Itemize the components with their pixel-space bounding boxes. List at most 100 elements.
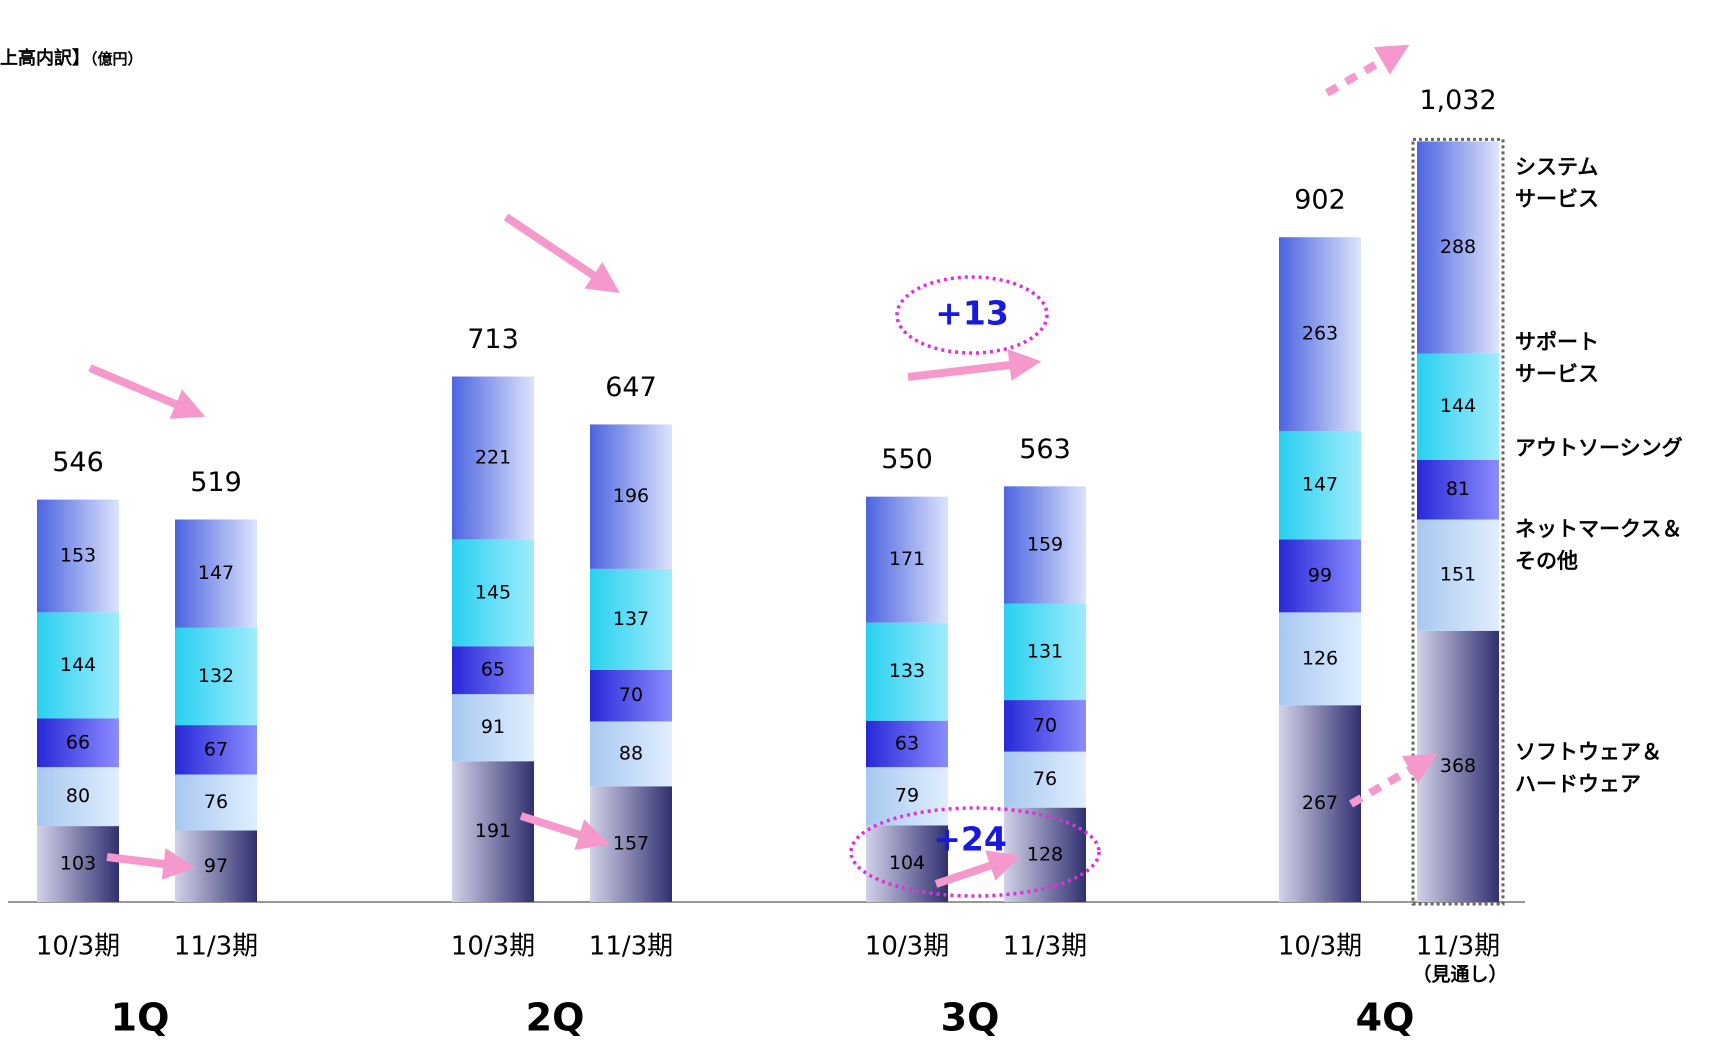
bar-segment (452, 646, 534, 695)
bar-segment (1279, 431, 1361, 540)
segment-value-label: 70 (1033, 714, 1057, 736)
legend-label: システム (1515, 155, 1598, 179)
bar-segment (866, 767, 948, 826)
bar-segment (175, 519, 257, 628)
legend-label: サポート (1515, 330, 1599, 354)
legend-label: ソフトウェア＆ (1515, 740, 1662, 764)
bar-segment (866, 622, 948, 721)
unit-label: （億円） (90, 50, 143, 68)
segment-value-label: 81 (1446, 478, 1470, 500)
bar-segment (590, 721, 672, 787)
segment-value-label: 151 (1440, 564, 1476, 586)
bar-segment (590, 424, 672, 569)
bar-segment (452, 539, 534, 647)
trend-arrow (519, 812, 610, 850)
period-label: 11/3期 (174, 932, 258, 962)
segment-value-label: 132 (198, 665, 234, 687)
bar-segment (37, 826, 119, 902)
segment-value-label: 76 (204, 791, 228, 813)
segment-value-label: 144 (60, 654, 96, 676)
bar-total-label: 647 (605, 372, 657, 403)
bar-segment (1004, 700, 1086, 752)
period-label: 11/3期 (1416, 932, 1500, 962)
bar-segment (175, 627, 257, 726)
segment-value-label: 221 (475, 446, 511, 468)
bar-segment (452, 761, 534, 902)
bar-total-label: 519 (190, 467, 242, 498)
bar-segment (37, 612, 119, 719)
annotation-label: +24 (933, 820, 1007, 859)
bar-segment (1004, 486, 1086, 604)
bar-segment (452, 694, 534, 762)
legend-label: ネットマークス＆ (1515, 517, 1682, 541)
quarter-label: 4Q (1356, 996, 1415, 1040)
trend-arrow (907, 349, 1042, 381)
segment-value-label: 91 (481, 716, 505, 738)
period-label: 10/3期 (1278, 932, 1362, 962)
segment-value-label: 103 (60, 853, 96, 875)
bar-segment (866, 496, 948, 623)
bar-total-label: 546 (52, 447, 104, 478)
bar-total-label: 1,032 (1419, 85, 1496, 116)
segment-value-label: 267 (1302, 792, 1338, 814)
trend-arrow (106, 847, 196, 880)
bar-segment (1279, 612, 1361, 706)
bar-segment (1004, 603, 1086, 701)
segment-value-label: 157 (613, 833, 649, 855)
trend-arrow (503, 213, 620, 293)
segment-value-label: 196 (613, 485, 649, 507)
bar-segment (1004, 751, 1086, 808)
segment-value-label: 147 (198, 562, 234, 584)
bar-total-label: 902 (1294, 185, 1346, 216)
chart-title-text: 上高内訳】 (0, 48, 90, 69)
bar-segment (866, 825, 948, 902)
segment-value-label: 288 (1440, 236, 1476, 258)
bar-segment (175, 725, 257, 775)
segment-value-label: 133 (889, 660, 925, 682)
trend-arrow (1324, 44, 1410, 97)
legend-label: サービス (1515, 187, 1599, 211)
segment-value-label: 104 (889, 852, 925, 874)
segment-value-label: 70 (619, 684, 643, 706)
period-label: 10/3期 (865, 932, 949, 962)
forecast-outline (1411, 137, 1505, 906)
bar-total-label: 550 (881, 444, 933, 475)
period-label: 11/3期 (1003, 932, 1087, 962)
segment-value-label: 99 (1308, 564, 1332, 586)
legend-label: その他 (1515, 549, 1578, 573)
bar-segment (866, 720, 948, 768)
segment-value-label: 153 (60, 544, 96, 566)
segment-value-label: 137 (613, 608, 649, 630)
segment-value-label: 80 (66, 785, 90, 807)
segment-value-label: 88 (619, 742, 643, 764)
period-label: 10/3期 (36, 932, 120, 962)
bar-segment (452, 376, 534, 540)
bar-segment (175, 774, 257, 831)
segment-value-label: 65 (481, 659, 505, 681)
segment-value-label: 145 (475, 581, 511, 603)
bar-total-label: 713 (467, 324, 519, 355)
quarter-label: 3Q (941, 996, 1000, 1040)
bar-segment (37, 718, 119, 768)
segment-value-label: 131 (1027, 640, 1063, 662)
legend-label: ハードウェア (1515, 772, 1641, 796)
segment-value-label: 144 (1440, 395, 1476, 417)
annotation-label: +13 (935, 294, 1009, 333)
segment-value-label: 66 (66, 731, 90, 753)
bar-segment (37, 499, 119, 613)
bar-segment (1417, 459, 1499, 520)
bar-segment (1417, 519, 1499, 631)
segment-value-label: 126 (1302, 647, 1338, 669)
segment-value-label: 159 (1027, 533, 1063, 555)
segment-value-label: 97 (204, 855, 228, 877)
legend-label: アウトソーシング (1515, 436, 1683, 460)
quarter-label: 2Q (526, 996, 585, 1040)
period-note-label: （見通し） (1412, 963, 1507, 986)
segment-value-label: 368 (1440, 755, 1476, 777)
legend-label: サービス (1515, 362, 1599, 386)
period-label: 11/3期 (589, 932, 673, 962)
trend-arrow (1348, 753, 1438, 808)
segment-value-label: 263 (1302, 323, 1338, 345)
bar-segment (1417, 141, 1499, 354)
quarter-label: 1Q (111, 996, 170, 1040)
